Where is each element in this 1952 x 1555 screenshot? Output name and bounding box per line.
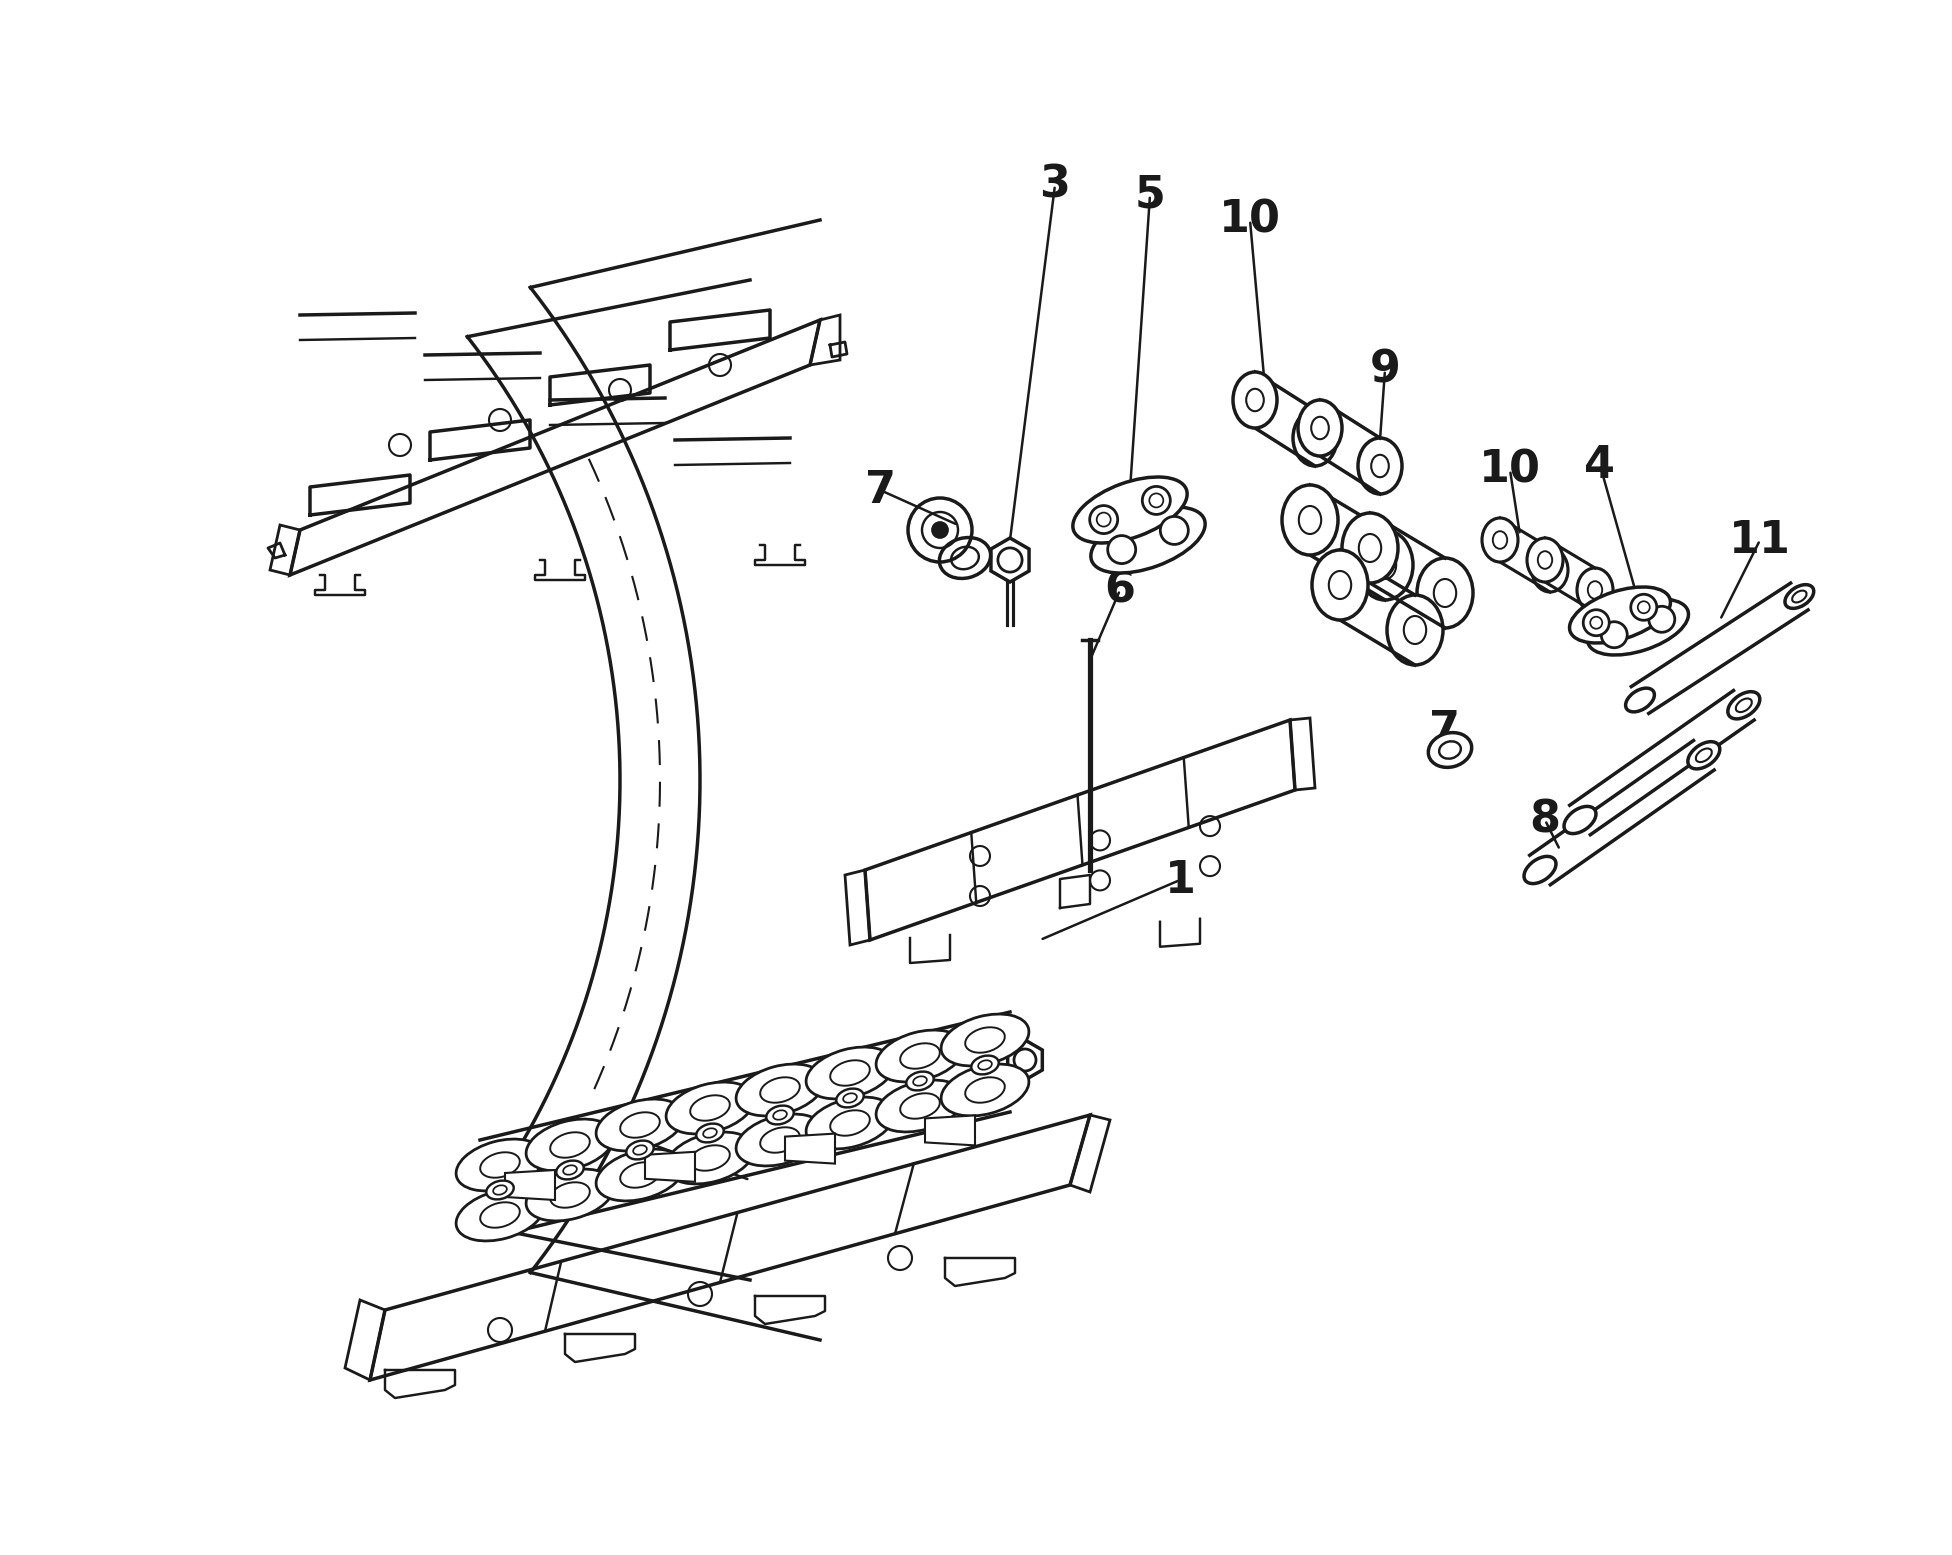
Ellipse shape [556, 1160, 584, 1179]
Ellipse shape [1688, 742, 1720, 768]
Ellipse shape [1359, 439, 1402, 494]
Ellipse shape [972, 1056, 999, 1075]
Ellipse shape [1074, 477, 1187, 543]
Text: 4: 4 [1585, 443, 1616, 487]
Text: 10: 10 [1218, 199, 1281, 241]
Ellipse shape [736, 1064, 824, 1116]
Ellipse shape [1577, 568, 1612, 613]
Ellipse shape [1282, 485, 1337, 555]
Ellipse shape [806, 1098, 894, 1149]
Text: 3: 3 [1040, 163, 1070, 207]
Text: 9: 9 [1370, 348, 1400, 392]
Ellipse shape [941, 1064, 1029, 1116]
Text: 6: 6 [1105, 569, 1136, 611]
Ellipse shape [1784, 585, 1813, 608]
Ellipse shape [1525, 857, 1556, 883]
Ellipse shape [1417, 558, 1474, 628]
Ellipse shape [1388, 596, 1443, 666]
Ellipse shape [527, 1169, 615, 1221]
Ellipse shape [457, 1140, 545, 1191]
Text: 7: 7 [865, 468, 896, 512]
Ellipse shape [806, 1047, 894, 1099]
Ellipse shape [767, 1106, 794, 1124]
Ellipse shape [1526, 538, 1564, 582]
Ellipse shape [1312, 550, 1368, 620]
Circle shape [1142, 487, 1171, 515]
Text: 1: 1 [1165, 858, 1195, 902]
Ellipse shape [666, 1132, 753, 1183]
Text: 2: 2 [625, 1118, 656, 1162]
Ellipse shape [1728, 692, 1761, 718]
Ellipse shape [1587, 599, 1688, 655]
Ellipse shape [736, 1113, 824, 1166]
Ellipse shape [939, 538, 992, 578]
Polygon shape [925, 1115, 974, 1146]
Ellipse shape [941, 1014, 1029, 1065]
Ellipse shape [1298, 400, 1343, 456]
Ellipse shape [595, 1149, 683, 1200]
Text: 11: 11 [1729, 518, 1792, 561]
Circle shape [1150, 493, 1163, 507]
Text: 7: 7 [1429, 709, 1460, 751]
Circle shape [1089, 505, 1118, 533]
Ellipse shape [906, 1071, 933, 1090]
Text: 10: 10 [1480, 448, 1540, 491]
Circle shape [1107, 535, 1136, 563]
Ellipse shape [1564, 807, 1597, 833]
Ellipse shape [486, 1180, 513, 1199]
Ellipse shape [1569, 586, 1671, 644]
Ellipse shape [1429, 732, 1472, 767]
Ellipse shape [697, 1124, 724, 1143]
Circle shape [931, 522, 949, 538]
Polygon shape [506, 1169, 554, 1200]
Circle shape [1649, 606, 1675, 633]
Ellipse shape [1091, 507, 1204, 572]
Ellipse shape [1292, 411, 1337, 466]
Ellipse shape [595, 1099, 683, 1151]
Ellipse shape [876, 1081, 964, 1132]
Polygon shape [644, 1152, 695, 1182]
Text: 8: 8 [1530, 799, 1560, 841]
Ellipse shape [1343, 513, 1398, 583]
Ellipse shape [876, 1029, 964, 1082]
Ellipse shape [1357, 530, 1413, 600]
Ellipse shape [1532, 547, 1567, 592]
Polygon shape [992, 538, 1029, 582]
Polygon shape [785, 1134, 835, 1163]
Ellipse shape [1234, 372, 1277, 428]
Circle shape [1097, 513, 1111, 527]
Ellipse shape [666, 1082, 753, 1134]
Ellipse shape [527, 1120, 615, 1171]
Text: 5: 5 [1134, 174, 1165, 216]
Circle shape [1583, 610, 1608, 636]
Ellipse shape [835, 1088, 863, 1107]
Circle shape [1601, 622, 1628, 648]
Polygon shape [1007, 1040, 1042, 1081]
Ellipse shape [457, 1190, 545, 1241]
Ellipse shape [1482, 518, 1519, 561]
Ellipse shape [627, 1140, 654, 1160]
Ellipse shape [1626, 689, 1655, 712]
Circle shape [1630, 594, 1657, 620]
Circle shape [1159, 516, 1189, 544]
